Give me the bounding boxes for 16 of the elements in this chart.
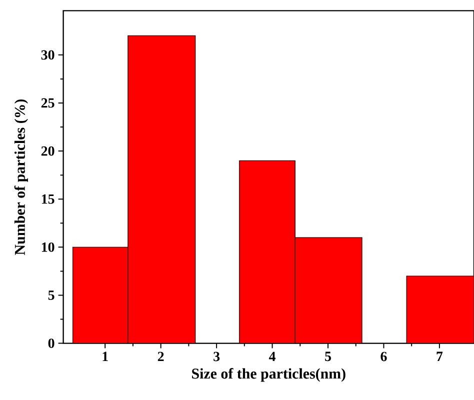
y-tick-label: 5 xyxy=(48,290,54,300)
y-tick-label: 0 xyxy=(48,338,54,348)
y-tick-label: 15 xyxy=(42,194,54,204)
x-tick-label: 4 xyxy=(268,352,276,361)
y-tick-label: 10 xyxy=(42,242,54,252)
x-tick-label: 6 xyxy=(380,352,387,362)
x-tick-label: 7 xyxy=(436,352,443,361)
y-axis-title: Number of particles (%) xyxy=(14,99,28,255)
y-tick-label: 30 xyxy=(41,50,54,60)
x-tick-label: 2 xyxy=(158,352,164,362)
x-axis-title: Size of the particles(nm) xyxy=(192,368,346,382)
y-tick-label: 20 xyxy=(41,146,54,156)
x-tick-label: 5 xyxy=(325,352,331,362)
x-tick-label: 3 xyxy=(214,352,220,362)
y-tick-label: 25 xyxy=(41,98,54,108)
x-tick-label: 1 xyxy=(102,352,108,362)
